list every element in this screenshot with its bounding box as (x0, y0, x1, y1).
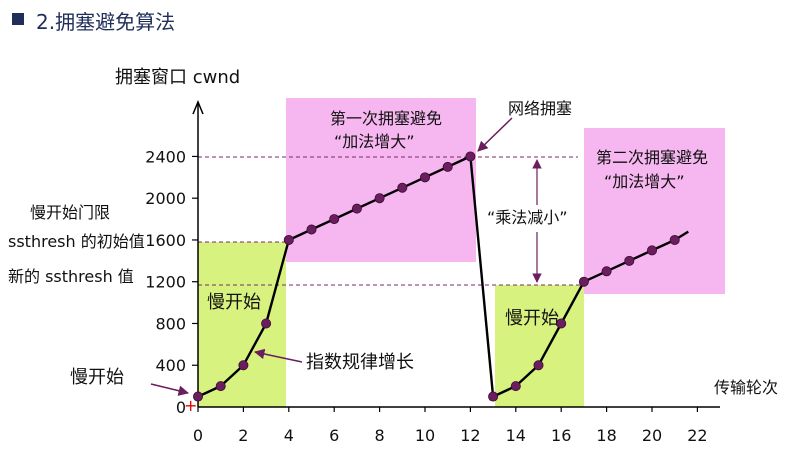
congestion-avoidance-region-1 (286, 98, 476, 262)
initial-ssthresh-label-line2: ssthresh 的初始值 (8, 232, 145, 251)
x-tick-label: 16 (551, 426, 571, 445)
cwnd-data-point (601, 266, 612, 277)
x-tick-label: 14 (506, 426, 526, 445)
ca1-label-line1: 第一次拥塞避免 (330, 109, 442, 128)
y-axis-title: 拥塞窗口 cwnd (115, 67, 240, 88)
x-axis-ticks: 0 2 4 6 8 10 12 14 16 18 20 22 (193, 407, 708, 445)
cwnd-data-point (306, 224, 317, 235)
cwnd-data-point (397, 182, 408, 193)
congestion-avoidance-region-2 (584, 128, 725, 294)
x-tick-label: 18 (596, 426, 616, 445)
congestion-annotation: 网络拥塞 (508, 99, 572, 118)
cwnd-data-point (261, 318, 272, 329)
cwnd-data-point (669, 234, 680, 245)
heading-bullet-icon (12, 13, 24, 25)
cwnd-series (192, 151, 689, 402)
x-tick-label: 12 (460, 426, 480, 445)
slow-start-origin-arrow-icon (150, 383, 190, 396)
cwnd-data-point (624, 255, 635, 266)
cwnd-data-point (578, 276, 589, 287)
new-ssthresh-label: 新的 ssthresh 值 (8, 267, 134, 286)
cwnd-data-point (351, 203, 362, 214)
initial-ssthresh-label-line1: 慢开始门限 (30, 203, 110, 222)
y-axis-arrow-icon (192, 100, 204, 115)
cwnd-data-point (533, 360, 544, 371)
cwnd-data-point (215, 381, 226, 392)
slow-start-region-1-label: 慢开始 (207, 292, 261, 313)
cwnd-data-point (329, 214, 340, 225)
ca2-label-line2: “加法增大” (604, 172, 685, 191)
x-tick-label: 8 (375, 426, 385, 445)
ca2-label-line1: 第二次拥塞避免 (596, 148, 708, 167)
slow-start-region-2-label: 慢开始 (505, 308, 559, 329)
cwnd-data-point (510, 381, 521, 392)
cwnd-data-point (488, 391, 499, 402)
x-axis-title: 传输轮次 (714, 378, 778, 397)
x-tick-label: 10 (415, 426, 435, 445)
y-axis-ticks: 0 400 800 1200 1600 2000 2400 (145, 147, 198, 417)
cwnd-data-point (465, 151, 476, 162)
cwnd-data-point (192, 391, 203, 402)
y-tick-label: 0 (176, 398, 186, 417)
y-tick-label: 800 (155, 314, 186, 333)
x-tick-label: 22 (687, 426, 707, 445)
cwnd-data-point (647, 245, 658, 256)
cwnd-data-point (556, 318, 567, 329)
x-tick-label: 4 (284, 426, 294, 445)
congestion-arrow-icon (477, 117, 513, 152)
cwnd-data-point (238, 360, 249, 371)
cwnd-data-point (419, 172, 430, 183)
cwnd-data-point (283, 234, 294, 245)
slow-start-region-1 (198, 242, 286, 407)
y-tick-label: 2400 (145, 147, 186, 166)
start-plus-icon: + (184, 396, 197, 415)
slow-start-region-2 (495, 285, 584, 407)
x-tick-label: 20 (642, 426, 662, 445)
page-heading: 2.拥塞避免算法 (36, 10, 175, 34)
ca1-label-line2: “加法增大” (334, 132, 415, 151)
exp-growth-arrow-icon (253, 348, 303, 363)
mult-decrease-annotation: “乘法减小” (487, 208, 568, 227)
x-tick-label: 2 (238, 426, 248, 445)
y-tick-label: 400 (155, 356, 186, 375)
y-tick-label: 2000 (145, 189, 186, 208)
slow-start-origin-label: 慢开始 (70, 367, 124, 388)
y-tick-label: 1200 (145, 273, 186, 292)
y-tick-label: 1600 (145, 231, 186, 250)
x-tick-label: 0 (193, 426, 203, 445)
exp-growth-annotation: 指数规律增长 (306, 352, 414, 373)
cwnd-data-point (374, 193, 385, 204)
x-tick-label: 6 (329, 426, 339, 445)
cwnd-data-point (442, 161, 453, 172)
